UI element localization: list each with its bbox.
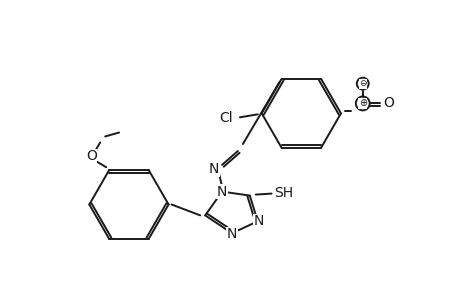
Text: O: O [382, 96, 393, 110]
Text: N: N [226, 227, 237, 241]
Text: SH: SH [274, 186, 292, 200]
Text: N: N [216, 184, 227, 199]
Text: ⊕: ⊕ [358, 98, 366, 108]
Text: N: N [208, 162, 219, 176]
Text: O: O [86, 149, 96, 163]
Text: ⊖: ⊖ [358, 79, 366, 88]
Text: N: N [253, 214, 263, 228]
Text: Cl: Cl [219, 111, 232, 125]
